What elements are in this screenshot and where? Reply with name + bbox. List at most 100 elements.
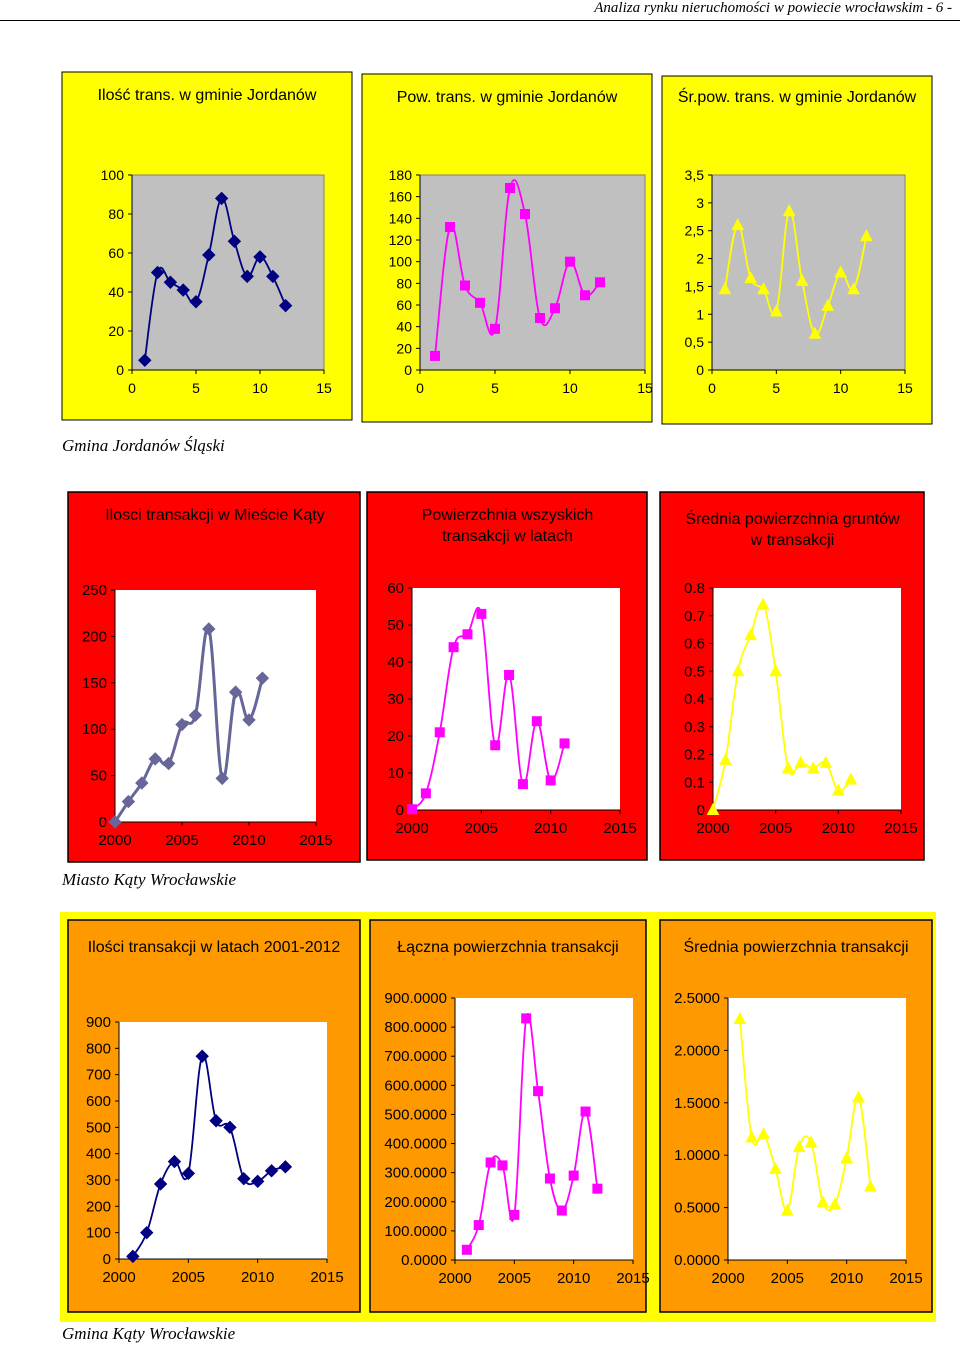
y-tick-label: 120 — [389, 232, 413, 248]
y-tick-label: 0.3 — [684, 719, 705, 736]
data-point — [782, 204, 796, 217]
chart-title: Pow. trans. w gminie Jordanów — [396, 89, 618, 106]
y-tick-label: 20 — [108, 323, 124, 339]
y-tick-label: 50 — [387, 617, 404, 634]
x-tick-label: 2000 — [696, 820, 729, 837]
data-point — [189, 295, 203, 309]
y-tick-label: 100 — [389, 254, 413, 270]
plot-area — [711, 174, 906, 371]
x-tick-label: 2005 — [498, 1270, 531, 1287]
chart-s2-c1: 0 50 100 150 200 250 2000 2005 2010 2015 — [67, 491, 361, 863]
data-point — [580, 1106, 591, 1117]
y-tick-label: 10 — [387, 765, 404, 782]
chart-s2-c2: 0 10 20 30 40 50 60 2000 2005 2010 2015 — [366, 491, 648, 861]
y-tick-label: 0.8 — [684, 580, 705, 597]
y-tick-label: 60 — [108, 245, 124, 261]
data-point — [490, 323, 500, 334]
chart-s3-c2: 0.0000 100.0000 200.0000 300.0000 400.0000 50… — [369, 919, 650, 1313]
y-tick-label: 3,5 — [685, 167, 705, 183]
data-point — [795, 273, 809, 286]
x-tick-label: 2010 — [557, 1270, 590, 1287]
data-point — [731, 664, 745, 677]
data-point — [804, 1135, 818, 1148]
data-point — [121, 794, 136, 809]
data-point — [223, 1120, 237, 1135]
data-point — [264, 1164, 279, 1178]
y-tick-label: 40 — [387, 654, 404, 671]
data-point — [214, 191, 229, 206]
y-tick-label: 80 — [396, 275, 412, 291]
chart-title: Ilosci transakcji w Mieście Kąty — [105, 507, 325, 524]
data-point — [161, 756, 176, 771]
y-tick-label: 100.0000 — [384, 1223, 447, 1240]
x-tick-label: 2000 — [711, 1270, 744, 1287]
y-tick-label: 160 — [389, 189, 413, 205]
x-tick-label: 2005 — [172, 1269, 205, 1286]
x-tick-label: 5 — [491, 380, 499, 396]
data-point — [266, 269, 280, 284]
data-point — [278, 1160, 293, 1174]
data-point — [834, 265, 847, 278]
data-point — [420, 788, 431, 799]
data-point — [126, 1249, 140, 1264]
data-point — [844, 772, 858, 785]
y-tick-label: 100 — [101, 167, 125, 183]
data-point — [864, 1179, 877, 1192]
y-tick-label: 900 — [86, 1014, 111, 1031]
data-point — [202, 248, 216, 262]
y-tick-label: 100 — [86, 1225, 111, 1242]
chart-s1-c3: 0 0,5 1 1,5 2 2,5 3 3,5 0 5 10 15 — [661, 75, 933, 425]
y-tick-label: 0,5 — [685, 334, 705, 350]
x-tick-label: 0 — [708, 380, 716, 396]
y-tick-label: 2,5 — [685, 223, 705, 239]
y-tick-label: 0.2 — [684, 747, 705, 764]
y-tick-label: 0 — [396, 802, 404, 819]
data-point — [544, 1173, 555, 1184]
y-tick-label: 0 — [99, 814, 107, 831]
data-point — [504, 669, 515, 680]
chart-s1-c1: 0 20 40 60 80 100 0 5 10 15 — [61, 71, 353, 421]
x-tick-label: 0 — [128, 380, 136, 396]
data-point — [535, 313, 545, 323]
y-tick-label: 500.0000 — [384, 1106, 447, 1123]
data-point — [476, 608, 487, 619]
data-point — [202, 622, 216, 636]
data-point — [719, 752, 732, 766]
y-tick-label: 200 — [86, 1198, 111, 1215]
plot-area — [455, 998, 633, 1260]
chart-title: Łączna powierzchnia transakcji — [397, 939, 619, 956]
chart-title: Powierzchnia wszyskich transakcji w lata… — [421, 507, 594, 545]
x-tick-label: 2000 — [98, 832, 131, 849]
y-tick-label: 2 — [696, 251, 704, 267]
y-tick-label: 600.0000 — [384, 1077, 447, 1094]
x-tick-label: 15 — [897, 380, 913, 396]
x-tick-label: 2015 — [889, 1270, 922, 1287]
x-tick-label: 2005 — [465, 820, 498, 837]
x-tick-label: 2010 — [534, 820, 567, 837]
data-point — [278, 298, 293, 313]
data-point — [781, 761, 795, 774]
data-point — [706, 802, 720, 815]
data-point — [733, 1011, 747, 1024]
x-tick-label: 2015 — [299, 832, 332, 849]
data-point — [756, 597, 770, 610]
data-point — [430, 350, 440, 361]
data-point — [769, 1161, 782, 1174]
data-point — [227, 234, 242, 249]
data-point — [485, 1157, 496, 1168]
chart-title: Średnia powierzchnia gruntów w transakcj… — [685, 511, 900, 549]
data-point — [852, 1090, 865, 1103]
y-tick-label: 0.0000 — [674, 1252, 720, 1269]
data-point — [167, 1154, 182, 1169]
data-point — [550, 303, 560, 314]
y-tick-label: 50 — [90, 768, 107, 785]
section-caption-miasto-katy: Miasto Kąty Wrocławskie — [62, 870, 237, 889]
x-tick-label: 10 — [833, 380, 849, 396]
y-tick-label: 250 — [82, 582, 107, 599]
data-point — [505, 183, 515, 193]
page-header: Analiza rynku nieruchomości w powiecie w… — [0, 0, 960, 21]
y-tick-label: 900.0000 — [384, 990, 447, 1007]
data-point — [445, 222, 455, 232]
data-point — [819, 755, 833, 768]
x-tick-label: 10 — [562, 380, 578, 396]
